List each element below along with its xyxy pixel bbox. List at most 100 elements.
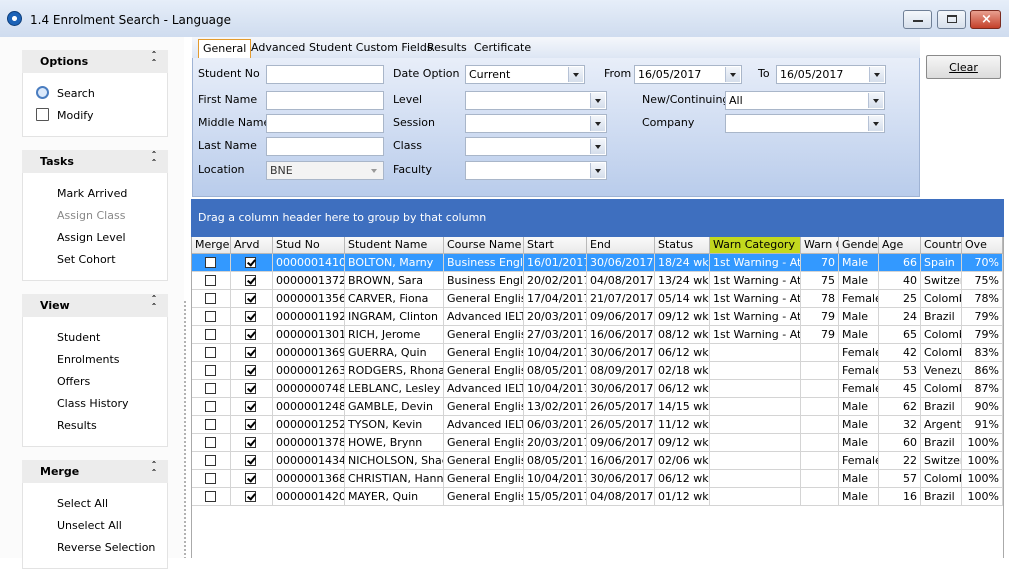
arrived-checkbox[interactable] [245,311,256,322]
arrived-checkbox[interactable] [245,347,256,358]
arrived-checkbox[interactable] [245,401,256,412]
sidebar-item[interactable]: Select All [57,497,109,510]
sidebar-item[interactable]: Mark Arrived [57,187,128,200]
input-box[interactable]: 16/05/2017 [776,65,886,84]
merge-checkbox[interactable] [204,401,216,412]
arrived-checkbox[interactable] [245,257,256,268]
merge-checkbox[interactable] [204,329,216,340]
column-header[interactable]: Ove [962,237,1003,254]
tab[interactable]: General [198,39,252,58]
column-header[interactable]: Student Name [345,237,444,254]
arrived-checkbox[interactable] [245,365,256,376]
arrived-checkbox[interactable] [245,329,256,340]
column-header[interactable]: Status [655,237,710,254]
merge-checkbox[interactable] [204,491,216,502]
input-box[interactable] [725,114,885,133]
dropdown-button[interactable] [869,67,884,82]
sidebar-item[interactable]: Student [57,331,101,344]
merge-checkbox[interactable] [204,311,216,322]
arrived-checkbox[interactable] [245,275,256,286]
sidebar-item[interactable]: Offers [57,375,91,388]
clear-button[interactable]: Clear [926,55,1001,79]
arrived-checkbox[interactable] [245,437,256,448]
sidebar-item[interactable]: Results [57,419,97,432]
arrived-checkbox[interactable] [245,293,256,304]
tab[interactable]: Student Custom Fields [309,41,433,54]
splitter[interactable] [183,300,187,558]
tab[interactable]: Certificate [474,41,532,54]
input-box[interactable] [465,137,607,156]
input-box[interactable] [465,114,607,133]
dropdown-button[interactable] [590,163,605,178]
input-box[interactable] [465,161,607,180]
column-header[interactable]: Course Name [444,237,524,254]
merge-checkbox[interactable] [204,383,216,394]
arrived-checkbox[interactable] [245,455,256,466]
arrived-checkbox[interactable] [245,473,256,484]
input-box[interactable] [266,137,384,156]
arrived-checkbox[interactable] [245,419,256,430]
sidebar-item[interactable]: Modify [57,109,94,122]
dropdown-button[interactable] [590,116,605,131]
column-header[interactable]: End [587,237,655,254]
sidebar-item[interactable]: Reverse Selection [57,541,156,554]
merge-checkbox[interactable] [204,293,216,304]
input-box[interactable] [266,91,384,110]
maximize-button[interactable] [937,10,966,29]
dropdown-button[interactable] [590,93,605,108]
sidebar-item[interactable]: Set Cohort [57,253,116,266]
sidebar-item[interactable]: Unselect All [57,519,122,532]
dropdown-button[interactable] [725,67,740,82]
merge-checkbox[interactable] [204,419,216,430]
column-header[interactable]: Country [921,237,962,254]
merge-checkbox[interactable] [204,437,216,448]
merge-checkbox[interactable] [204,257,216,268]
tab[interactable]: Results [427,41,467,54]
dropdown-button[interactable] [568,67,583,82]
column-header[interactable]: Age [879,237,921,254]
dropdown-button[interactable] [590,139,605,154]
merge-checkbox[interactable] [204,455,216,466]
column-header[interactable]: Stud No [273,237,345,254]
tab[interactable]: Advanced [251,41,306,54]
merge-checkbox[interactable] [204,275,216,286]
column-header[interactable]: Arvd [231,237,273,254]
input-box[interactable] [266,114,384,133]
merge-checkbox[interactable] [204,473,216,484]
column-header[interactable]: Warn C [801,237,839,254]
arrived-checkbox[interactable] [245,491,256,502]
input-box[interactable]: Current [465,65,585,84]
sidebar-item[interactable]: Assign Level [57,231,126,244]
dropdown-button[interactable] [868,116,883,131]
column-header[interactable]: Warn Category [710,237,801,254]
dropdown-button[interactable] [868,93,883,108]
minimize-button[interactable] [903,10,932,29]
sidebar-item[interactable]: Enrolments [57,353,120,366]
sidebar-item[interactable]: Search [57,87,95,100]
merge-checkbox[interactable] [204,365,216,376]
column-header[interactable]: Start [524,237,587,254]
column-header[interactable]: Merge [192,237,231,254]
arrived-checkbox[interactable] [245,383,256,394]
input-box[interactable]: All [725,91,885,110]
column-header[interactable]: Gender [839,237,879,254]
merge-checkbox[interactable] [204,347,216,358]
input-box[interactable] [266,65,384,84]
input-box[interactable] [465,91,607,110]
input-box[interactable]: 16/05/2017 [634,65,742,84]
